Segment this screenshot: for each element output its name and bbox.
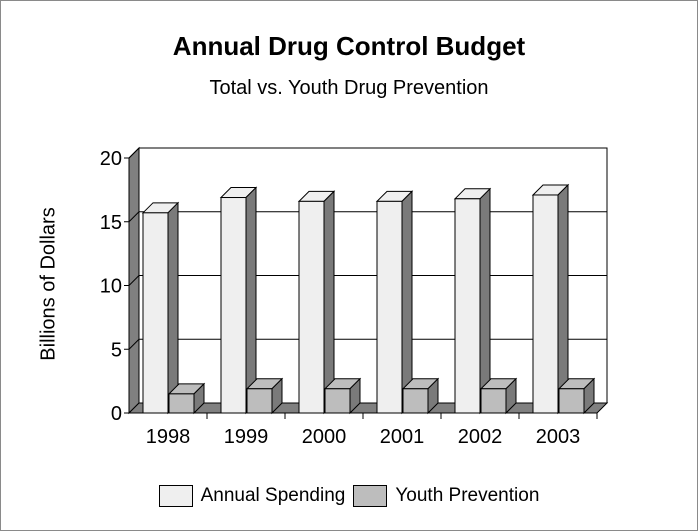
chart-subtitle: Total vs. Youth Drug Prevention [209,77,489,99]
legend-item-annual-spending: Annual Spending [158,485,346,507]
bar-youth-prevention [558,388,585,414]
x-tick-label: 2001 [380,426,425,448]
bar-annual-spending-side [557,183,569,415]
y-tick-label: 0 [111,403,122,425]
legend-item-youth-prevention: Youth Prevention [353,485,539,507]
x-tick-label: 2002 [458,426,503,448]
legend-label-youth-prevention: Youth Prevention [395,485,540,506]
x-tick-label: 2000 [302,426,347,448]
chart-title: Annual Drug Control Budget [172,31,526,61]
bar-annual-spending [142,212,169,414]
bar-annual-spending-side [479,187,491,415]
bar-annual-spending-side [245,186,257,415]
legend-swatch-youth-prevention [353,485,388,507]
x-tick-label: 1998 [146,426,191,448]
bar-youth-prevention [480,388,507,414]
bar-annual-spending-side [167,201,179,415]
y-tick-label: 10 [100,276,122,298]
bar-annual-spending [532,194,559,414]
gridline-side [128,338,140,350]
bar-annual-spending [220,197,247,414]
bar-annual-spending [376,200,403,414]
legend-swatch-annual-spending [158,485,193,507]
y-tick-label: 5 [111,339,122,361]
x-tick-label: 1999 [224,426,269,448]
bar-youth-prevention [324,388,351,414]
bar-youth-prevention [246,388,273,414]
legend-label-annual-spending: Annual Spending [200,485,346,506]
gridline-side [128,275,140,286]
gridline-side [128,147,140,159]
chart-legend: Annual Spending Youth Prevention [1,485,697,507]
y-tick-label: 20 [100,148,122,170]
x-tick-label: 2003 [536,426,581,448]
bar-youth-prevention [168,393,195,414]
bar-annual-spending [298,200,325,414]
bar-youth-prevention [402,388,429,414]
bar-annual-spending-side [323,190,335,415]
gridline-side [128,211,140,223]
bar-annual-spending-side [401,190,413,415]
y-tick-label: 15 [100,212,122,234]
bar-annual-spending [454,198,481,414]
